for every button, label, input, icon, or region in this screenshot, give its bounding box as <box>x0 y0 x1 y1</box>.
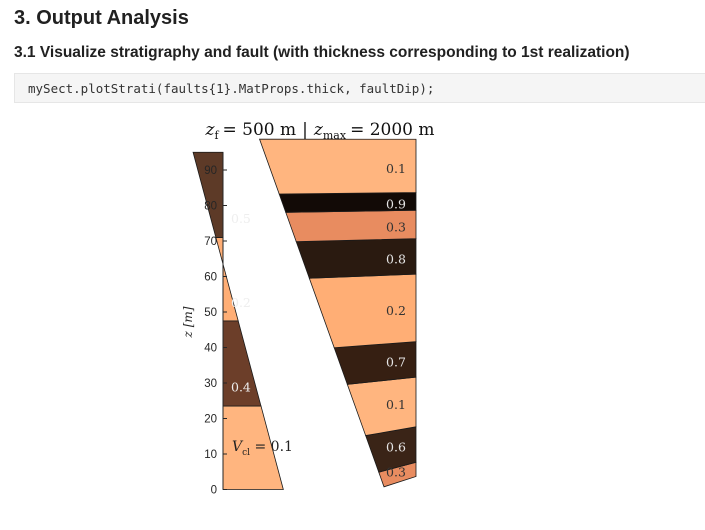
hangingwall-layer-label: 0.8 <box>386 251 406 266</box>
hangingwall-layer-label: 0.1 <box>386 161 406 176</box>
y-tick-label: 30 <box>204 378 217 390</box>
subsection-heading: 3.1 Visualize stratigraphy and fault (wi… <box>14 44 630 61</box>
svg-text:z [m]: z [m] <box>181 306 195 338</box>
y-axis-label: z [m] <box>181 306 195 338</box>
y-tick-label: 80 <box>204 201 217 213</box>
hangingwall-layer-label: 0.7 <box>386 354 406 369</box>
hangingwall-layer-label: 0.2 <box>386 303 406 318</box>
y-tick-label: 60 <box>204 272 217 284</box>
code-cell[interactable]: mySect.plotStrati(faults{1}.MatProps.thi… <box>14 73 705 103</box>
footwall-layer-label: 0.2 <box>231 295 251 310</box>
y-tick-label: 10 <box>204 449 217 461</box>
hangingwall-layer-label: 0.6 <box>386 440 406 455</box>
footwall-layer-label: 0.5 <box>231 211 251 226</box>
stratigraphy-figure: zf = 500 m | zmax = 2000 m z [m] 0.4 0.2 0.5 0.… <box>0 108 705 513</box>
hangingwall-layer-label: 0.1 <box>386 397 406 412</box>
y-tick-label: 40 <box>204 343 217 355</box>
vcl-annotation: Vcl = 0.1 <box>232 439 293 458</box>
chart-title: zf = 500 m | zmax = 2000 m <box>204 120 434 142</box>
hangingwall-layer-8 <box>258 138 417 195</box>
y-tick-label: 90 <box>204 165 217 177</box>
y-tick-label: 0 <box>211 485 217 497</box>
hangingwall-layer-label: 0.3 <box>386 219 406 234</box>
hangingwall-layer-label: 0.9 <box>386 196 406 211</box>
footwall-layer-label: 0.4 <box>231 379 251 394</box>
hangingwall-layer-label: 0.3 <box>386 464 406 479</box>
y-tick-label: 20 <box>204 414 217 426</box>
y-tick-label: 50 <box>204 307 217 319</box>
y-tick-label: 70 <box>204 236 217 248</box>
section-heading: 3. Output Analysis <box>14 7 189 29</box>
stratigraphy-plot: zf = 500 m | zmax = 2000 m z [m] 0.4 0.2 0.5 0.… <box>181 120 435 497</box>
